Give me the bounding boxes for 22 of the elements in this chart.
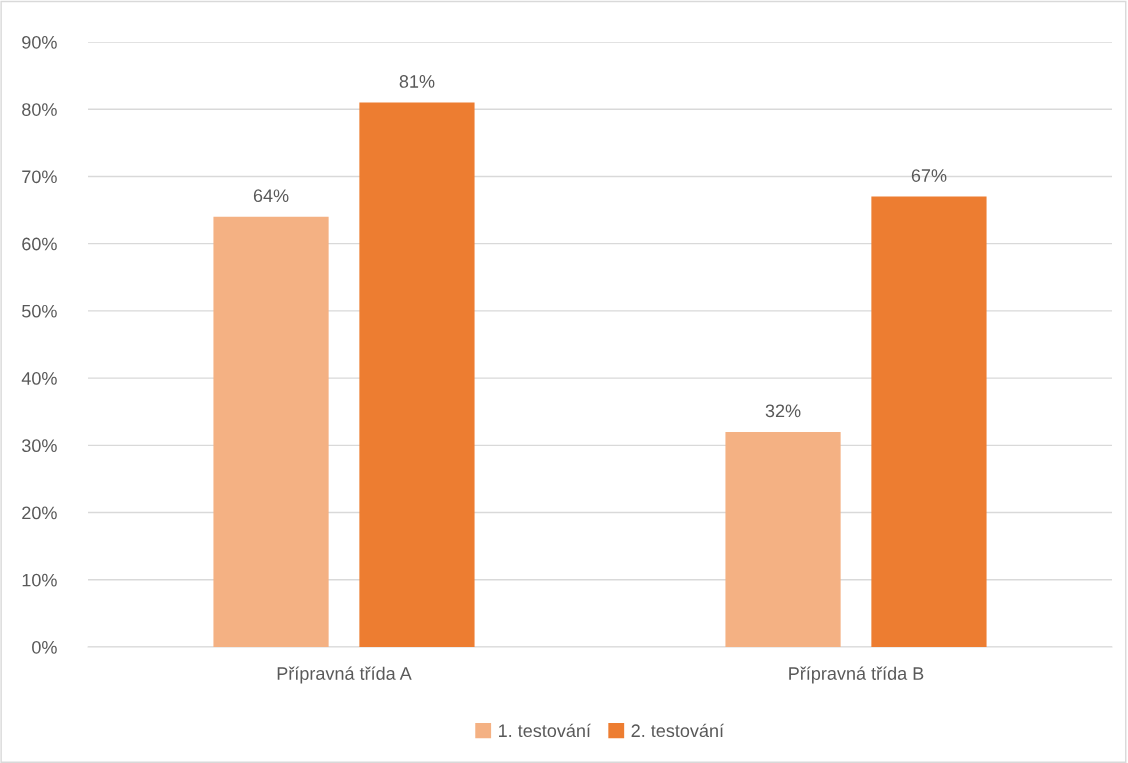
y-tick-label: 90% (22, 35, 57, 49)
legend-label: 2. testování (631, 723, 724, 738)
y-tick-label: 10% (22, 573, 57, 587)
x-tick-label: Přípravná třída B (789, 666, 924, 684)
y-tick-label: 50% (22, 304, 57, 318)
bar (725, 431, 841, 647)
bar (871, 196, 987, 647)
y-tick-label: 30% (22, 439, 57, 453)
y-tick-label: 60% (22, 237, 57, 251)
data-label: 81% (399, 75, 435, 88)
y-tick-label: 20% (22, 506, 57, 520)
bar (213, 216, 329, 647)
data-label: 64% (253, 189, 289, 203)
y-tick-label: 80% (22, 103, 57, 116)
y-tick-label: 70% (22, 170, 57, 184)
y-tick-label: 40% (21, 372, 57, 385)
x-tick-label: Přípravná třída A (277, 666, 412, 684)
y-tick-label: 0% (32, 640, 57, 654)
bar (359, 102, 475, 647)
data-label: 67% (911, 169, 947, 182)
legend-label: 1. testování (499, 723, 591, 738)
data-label: 32% (765, 404, 801, 418)
